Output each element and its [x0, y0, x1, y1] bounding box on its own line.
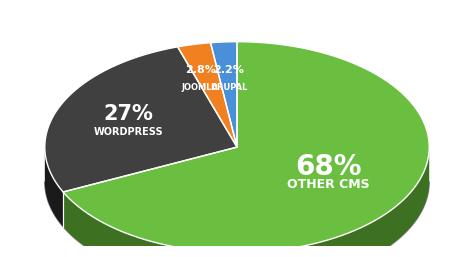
Polygon shape: [63, 147, 429, 257]
Text: 68%: 68%: [295, 153, 361, 181]
Text: DRUPAL: DRUPAL: [210, 83, 248, 92]
Polygon shape: [63, 42, 429, 253]
Text: JOOMLA: JOOMLA: [182, 83, 219, 92]
Polygon shape: [210, 42, 237, 147]
Text: 2.2%: 2.2%: [214, 65, 245, 75]
Polygon shape: [45, 47, 237, 192]
Text: 2.8%: 2.8%: [185, 65, 216, 75]
Polygon shape: [178, 43, 237, 147]
Polygon shape: [45, 182, 429, 257]
Polygon shape: [45, 145, 63, 227]
Text: 27%: 27%: [103, 104, 154, 124]
Text: WORDPRESS: WORDPRESS: [94, 126, 164, 136]
Text: OTHER CMS: OTHER CMS: [287, 178, 369, 190]
